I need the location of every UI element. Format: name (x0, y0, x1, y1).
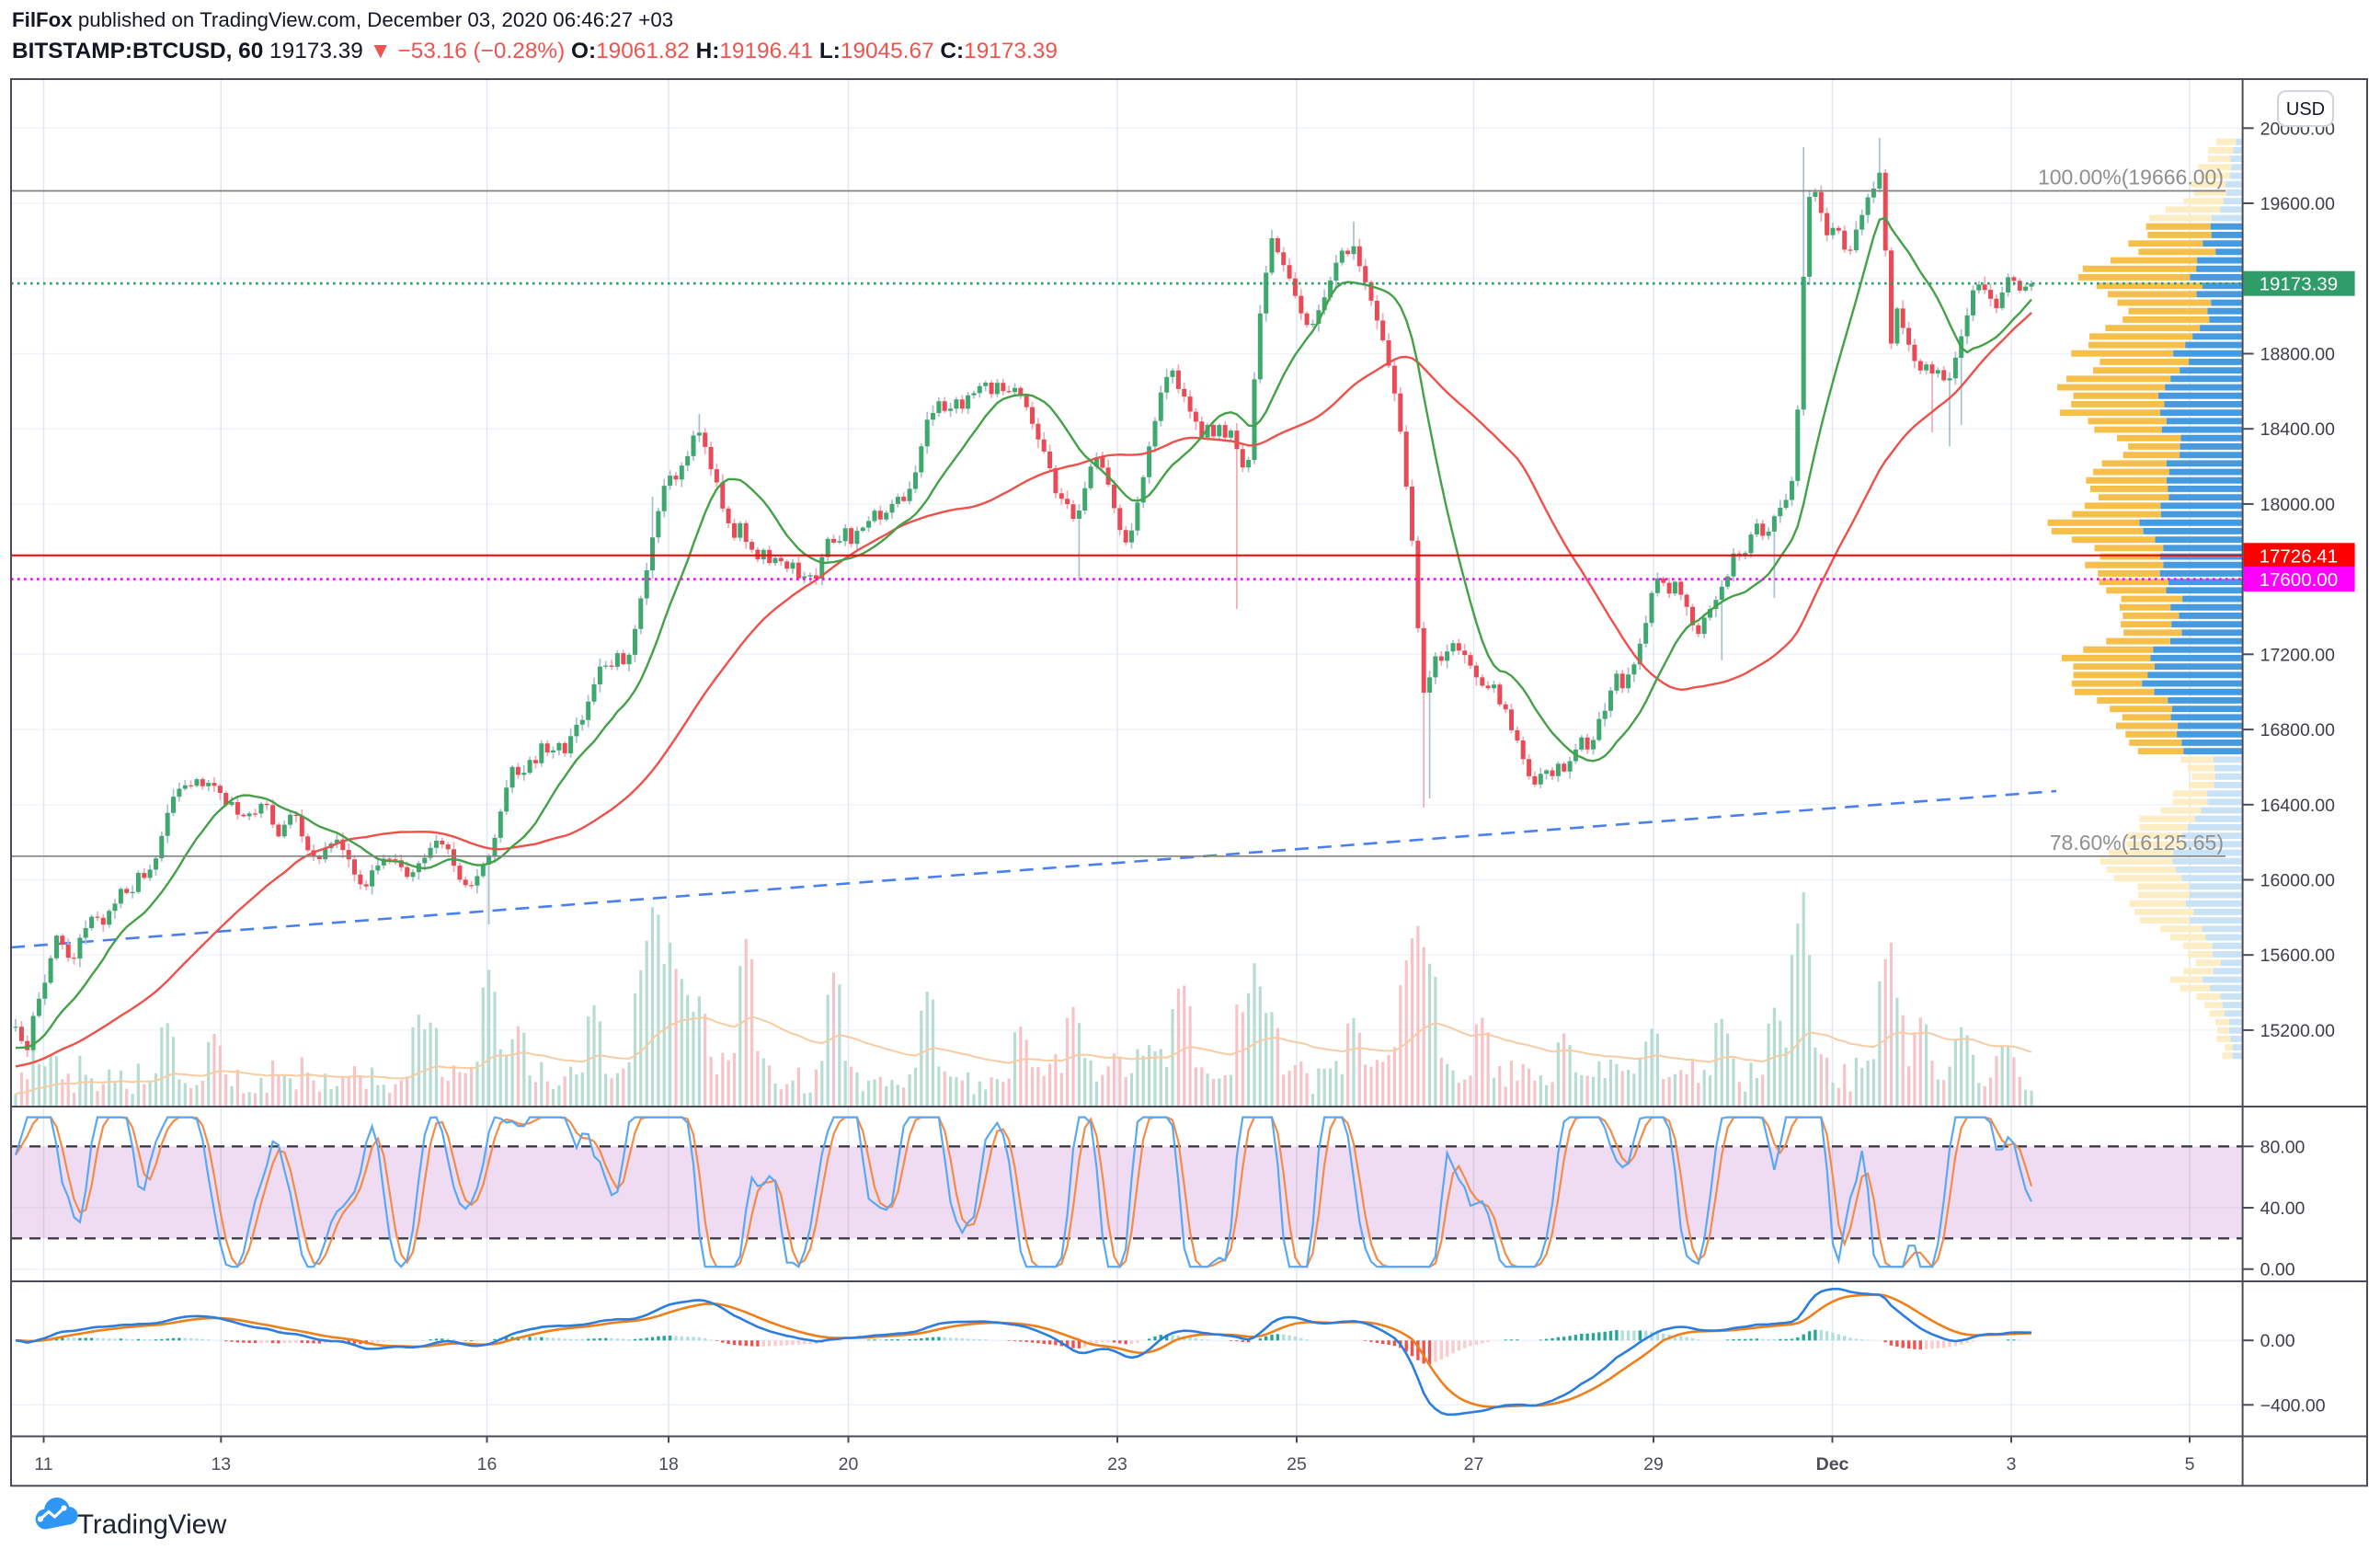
svg-text:17726.41: 17726.41 (2260, 545, 2339, 567)
svg-text:17600.00: 17600.00 (2260, 569, 2339, 591)
svg-text:40.00: 40.00 (2260, 1199, 2306, 1219)
svg-text:BITSTAMP:BTCUSD, 60 19173.39: BITSTAMP:BTCUSD, 60 19173.39 ▼ −53.16 (−… (12, 39, 1058, 63)
svg-text:18: 18 (658, 1454, 679, 1474)
svg-text:18400.00: 18400.00 (2260, 419, 2335, 440)
svg-text:18000.00: 18000.00 (2260, 495, 2335, 515)
svg-text:78.60%(16125.65): 78.60%(16125.65) (2050, 831, 2224, 855)
svg-text:80.00: 80.00 (2260, 1137, 2306, 1157)
svg-text:3: 3 (2007, 1454, 2017, 1474)
svg-text:Dec: Dec (1816, 1454, 1849, 1474)
svg-text:19600.00: 19600.00 (2260, 194, 2335, 214)
svg-text:0.00: 0.00 (2260, 1260, 2295, 1280)
svg-text:−400.00: −400.00 (2260, 1395, 2326, 1416)
svg-text:29: 29 (1643, 1454, 1664, 1474)
svg-text:15600.00: 15600.00 (2260, 946, 2335, 966)
svg-text:16400.00: 16400.00 (2260, 796, 2335, 816)
svg-text:25: 25 (1287, 1454, 1307, 1474)
svg-text:16800.00: 16800.00 (2260, 720, 2335, 740)
svg-text:FilFox published on TradingVie: FilFox published on TradingView.com, Dec… (12, 8, 673, 31)
svg-text:17200.00: 17200.00 (2260, 645, 2335, 665)
svg-text:18800.00: 18800.00 (2260, 345, 2335, 365)
svg-text:100.00%(19666.00): 100.00%(19666.00) (2038, 166, 2224, 189)
svg-text:TradingView: TradingView (77, 1509, 227, 1540)
svg-text:16000.00: 16000.00 (2260, 871, 2335, 891)
svg-text:13: 13 (211, 1454, 231, 1474)
svg-text:19173.39: 19173.39 (2260, 274, 2339, 295)
svg-text:11: 11 (34, 1454, 52, 1474)
svg-text:0.00: 0.00 (2260, 1331, 2295, 1351)
svg-text:15200.00: 15200.00 (2260, 1021, 2335, 1041)
svg-text:16: 16 (477, 1454, 498, 1474)
svg-text:23: 23 (1107, 1454, 1127, 1474)
svg-text:USD: USD (2286, 99, 2325, 120)
svg-text:20: 20 (839, 1454, 859, 1474)
svg-text:5: 5 (2185, 1454, 2195, 1474)
svg-text:27: 27 (1464, 1454, 1484, 1474)
